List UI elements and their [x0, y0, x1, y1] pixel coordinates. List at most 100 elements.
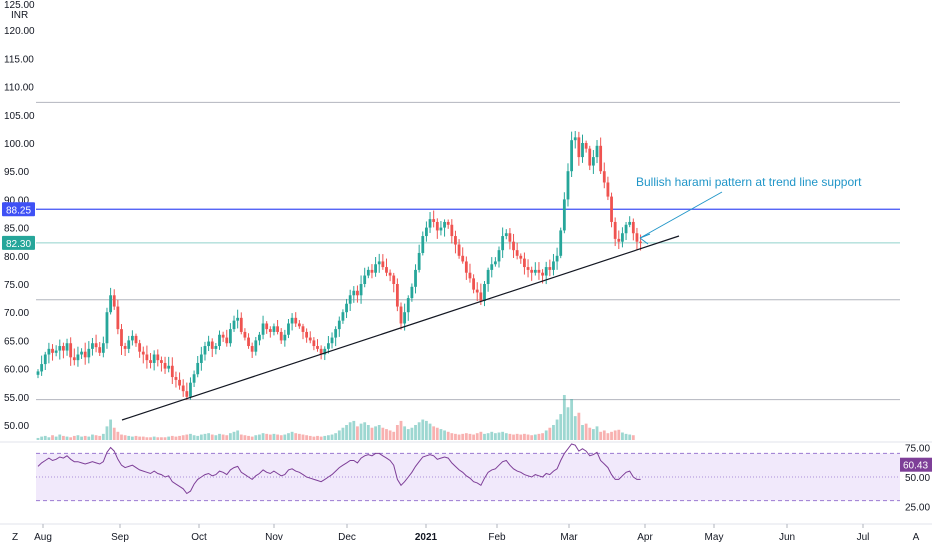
candlestick[interactable]	[254, 336, 258, 356]
candlestick[interactable]	[584, 140, 588, 153]
candlestick[interactable]	[366, 266, 370, 279]
candlestick[interactable]	[51, 344, 54, 361]
candlestick[interactable]	[228, 323, 232, 347]
candlestick[interactable]	[348, 289, 352, 311]
candlestick[interactable]	[555, 247, 559, 270]
candlestick[interactable]	[47, 342, 51, 364]
candlestick[interactable]	[577, 131, 581, 166]
candlestick[interactable]	[167, 356, 171, 373]
candlestick[interactable]	[163, 356, 167, 374]
candlestick[interactable]	[43, 351, 47, 370]
candlestick[interactable]	[36, 369, 40, 379]
candlestick[interactable]	[203, 341, 207, 361]
candlestick[interactable]	[141, 346, 145, 364]
candlestick[interactable]	[406, 295, 410, 321]
candlestick[interactable]	[610, 192, 613, 228]
candlestick[interactable]	[130, 330, 134, 346]
candlestick[interactable]	[109, 287, 112, 315]
candlestick[interactable]	[199, 346, 203, 371]
candlestick[interactable]	[508, 228, 512, 250]
candlestick[interactable]	[272, 323, 276, 336]
candlestick[interactable]	[628, 216, 632, 228]
candlestick[interactable]	[363, 267, 367, 288]
time-axis[interactable]: Aug Sep Oct Nov Dec 2021 Feb Mar Apr May Jun Jul Z A	[12, 524, 920, 543]
candlestick[interactable]	[337, 316, 341, 337]
candlestick[interactable]	[160, 356, 163, 372]
candlestick[interactable]	[595, 140, 599, 164]
candlestick[interactable]	[617, 230, 621, 250]
candlestick[interactable]	[461, 247, 465, 264]
candlestick[interactable]	[613, 217, 617, 247]
candlestick[interactable]	[352, 286, 356, 303]
candlestick[interactable]	[439, 221, 443, 236]
candlestick[interactable]	[239, 312, 243, 335]
candlestick[interactable]	[515, 242, 519, 260]
candlestick[interactable]	[192, 370, 196, 388]
candlestick[interactable]	[450, 219, 454, 244]
candlestick[interactable]	[443, 219, 446, 237]
candlestick[interactable]	[312, 337, 316, 351]
candlestick[interactable]	[305, 328, 309, 343]
candlestick[interactable]	[279, 328, 283, 344]
candlestick[interactable]	[127, 335, 131, 354]
candlestick[interactable]	[621, 227, 624, 248]
candlestick[interactable]	[602, 162, 606, 189]
candlestick[interactable]	[428, 212, 432, 233]
candlestick[interactable]	[134, 333, 138, 347]
candlestick[interactable]	[493, 257, 497, 267]
candlestick[interactable]	[185, 382, 189, 401]
candlestick[interactable]	[178, 372, 181, 390]
candlestick[interactable]	[464, 256, 468, 280]
candlestick[interactable]	[62, 342, 65, 359]
candlestick[interactable]	[301, 323, 305, 340]
candlestick[interactable]	[334, 326, 338, 347]
candlestick[interactable]	[116, 299, 120, 335]
candlestick[interactable]	[501, 227, 505, 258]
candlestick[interactable]	[573, 131, 577, 149]
candlestick[interactable]	[189, 377, 192, 400]
candlestick[interactable]	[591, 150, 595, 174]
candlestick[interactable]	[258, 331, 261, 346]
candlestick[interactable]	[250, 342, 254, 358]
candlestick[interactable]	[417, 244, 421, 273]
candlestick[interactable]	[486, 267, 490, 292]
candlestick[interactable]	[65, 338, 69, 356]
price-level-badge[interactable]	[2, 235, 35, 250]
candlestick[interactable]	[91, 337, 94, 356]
candlestick[interactable]	[112, 289, 116, 310]
candlestick[interactable]	[297, 320, 301, 329]
candlestick[interactable]	[606, 176, 610, 201]
candlestick[interactable]	[377, 253, 381, 273]
candlestick[interactable]	[308, 331, 312, 344]
candlestick[interactable]	[624, 222, 628, 241]
candlestick[interactable]	[98, 341, 102, 356]
candlestick[interactable]	[243, 328, 247, 341]
candlestick[interactable]	[94, 334, 98, 353]
candlestick[interactable]	[581, 134, 584, 163]
candlestick[interactable]	[490, 257, 494, 278]
candlestick[interactable]	[247, 333, 250, 349]
candlestick[interactable]	[537, 262, 541, 280]
candlestick[interactable]	[410, 283, 414, 302]
candlestick[interactable]	[319, 345, 323, 360]
candlestick[interactable]	[345, 298, 348, 319]
candlestick[interactable]	[152, 350, 156, 371]
candlestick[interactable]	[421, 231, 425, 256]
candlestick[interactable]	[341, 309, 345, 324]
candlestick[interactable]	[483, 281, 486, 307]
candlestick[interactable]	[265, 321, 269, 334]
candlestick[interactable]	[552, 253, 555, 276]
candlestick[interactable]	[261, 315, 265, 340]
candlestick[interactable]	[512, 233, 515, 258]
candlestick[interactable]	[497, 246, 501, 268]
candlestick[interactable]	[145, 345, 149, 369]
candlestick[interactable]	[435, 218, 439, 239]
candlestick[interactable]	[631, 218, 635, 241]
candlestick[interactable]	[548, 259, 552, 277]
candlestick[interactable]	[559, 227, 563, 259]
candlestick[interactable]	[399, 302, 403, 330]
candlestick[interactable]	[276, 319, 279, 335]
candlestick[interactable]	[87, 341, 91, 364]
